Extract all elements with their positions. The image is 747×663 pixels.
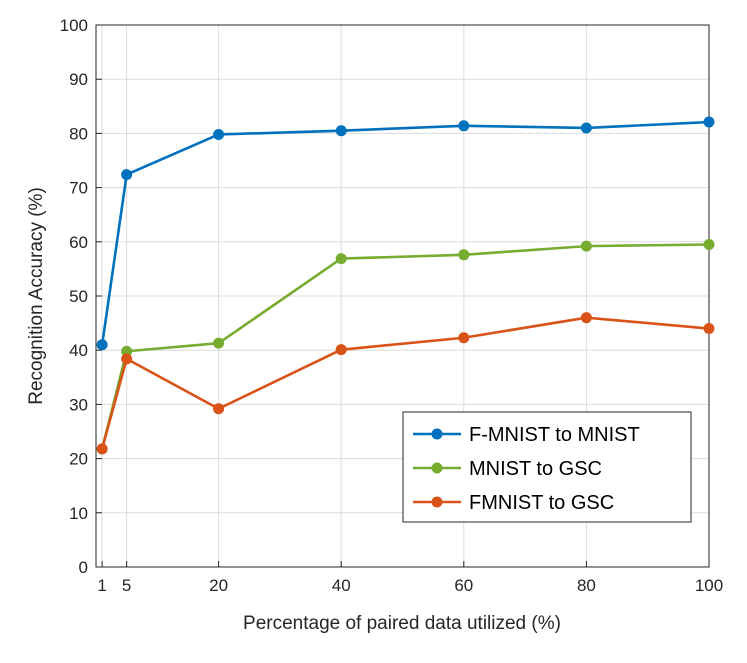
- data-point: [121, 353, 133, 365]
- y-tick-label: 20: [69, 450, 88, 469]
- data-point: [213, 128, 225, 140]
- data-point: [458, 332, 470, 344]
- data-point: [335, 253, 347, 265]
- legend: F-MNIST to MNIST MNIST to GSC FMNIST to GS…: [402, 411, 692, 523]
- legend-marker: [431, 428, 443, 440]
- x-axis-label: Percentage of paired data utilized (%): [243, 613, 561, 634]
- data-point: [213, 337, 225, 349]
- y-tick-label: 0: [79, 558, 88, 577]
- x-tick-label: 5: [122, 576, 131, 595]
- y-tick-label: 40: [69, 341, 88, 360]
- series-layer: [96, 116, 715, 455]
- legend-label: MNIST to GSC: [469, 458, 602, 480]
- data-point: [458, 120, 470, 132]
- x-tick-label: 20: [209, 576, 228, 595]
- legend-marker: [431, 462, 443, 474]
- data-point: [96, 339, 108, 351]
- y-axis-ticks: 0 10 20 30 40 50 60 70 80 90 100: [60, 16, 102, 577]
- data-point: [96, 443, 108, 455]
- y-tick-label: 60: [69, 233, 88, 252]
- data-point: [580, 122, 592, 134]
- data-point: [458, 249, 470, 261]
- data-point: [580, 312, 592, 324]
- data-point: [335, 344, 347, 356]
- y-tick-label: 70: [69, 179, 88, 198]
- y-tick-label: 80: [69, 124, 88, 143]
- data-point: [580, 240, 592, 252]
- y-tick-label: 90: [69, 70, 88, 89]
- data-point: [703, 239, 715, 251]
- x-tick-label: 1: [97, 576, 106, 595]
- x-tick-label: 100: [695, 576, 723, 595]
- y-tick-label: 10: [69, 504, 88, 523]
- legend-label: FMNIST to GSC: [469, 492, 614, 514]
- y-axis-label: Recognition Accuracy (%): [26, 187, 47, 405]
- data-point: [703, 116, 715, 128]
- y-tick-label: 30: [69, 395, 88, 414]
- data-point: [121, 169, 133, 181]
- data-point: [335, 125, 347, 137]
- legend-label: F-MNIST to MNIST: [469, 424, 640, 446]
- x-tick-label: 40: [332, 576, 351, 595]
- data-point: [703, 323, 715, 335]
- y-tick-label: 50: [69, 287, 88, 306]
- y-tick-label: 100: [60, 16, 88, 35]
- x-tick-label: 80: [577, 576, 596, 595]
- data-point: [213, 403, 225, 415]
- x-axis-ticks: 1 5 20 40 60 80 100: [97, 561, 723, 595]
- legend-marker: [431, 496, 443, 508]
- x-tick-label: 60: [454, 576, 473, 595]
- data-point: [121, 345, 133, 357]
